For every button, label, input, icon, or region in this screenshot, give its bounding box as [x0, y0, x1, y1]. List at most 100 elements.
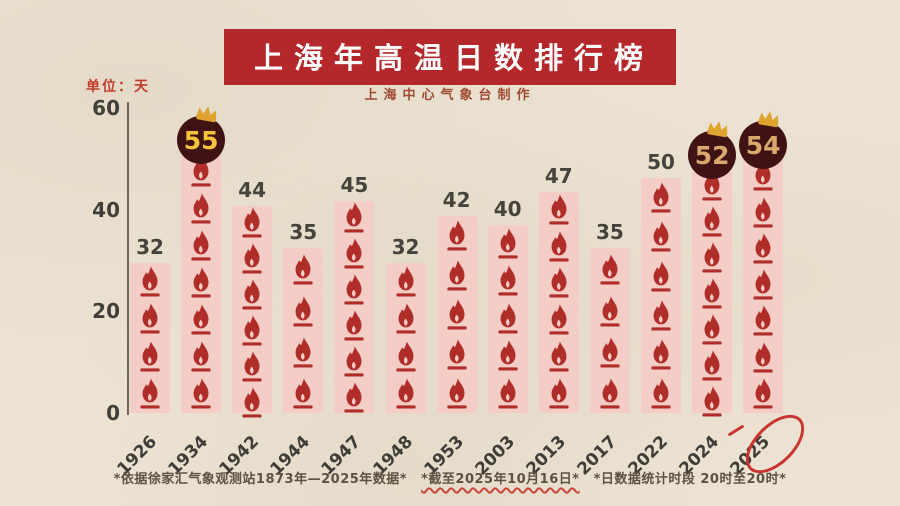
- flame-cell: [232, 386, 272, 422]
- footnote-cutoff-date: *截至2025年10月16日*: [421, 472, 580, 487]
- flame-cell: [641, 335, 681, 374]
- flame-cell: [386, 376, 426, 414]
- value-label-2022: 50: [647, 150, 675, 174]
- flame-cell: [232, 206, 272, 242]
- flame-icon: [344, 274, 365, 305]
- footnote: *依据徐家汇气象观测站1873年—2025年数据* *截至2025年10月16日*…: [0, 468, 900, 487]
- flame-icon: [498, 340, 518, 371]
- flame-cell: [590, 289, 630, 330]
- flame-icon: [395, 265, 416, 297]
- value-label-2013: 47: [544, 164, 573, 188]
- flame-icon: [395, 378, 416, 409]
- flame-cell: [334, 273, 374, 309]
- flame-cell: [743, 377, 783, 413]
- flame-cell: [232, 278, 272, 314]
- flame-cell: [283, 289, 323, 330]
- footnote-period: *日数据统计时段 20时至20时*: [593, 472, 787, 487]
- flame-cell: [181, 191, 221, 228]
- flame-icon: [600, 295, 620, 327]
- flame-icon: [446, 260, 467, 291]
- badge-value: 55: [183, 125, 219, 155]
- flame-cell: [641, 296, 681, 335]
- flame-icon: [242, 351, 262, 382]
- y-tick-label: 60: [92, 96, 120, 121]
- flame-cell: [334, 381, 374, 417]
- y-tick-label: 0: [106, 401, 120, 425]
- flame-cell: [692, 205, 732, 241]
- flame-cell: [334, 345, 374, 381]
- flame-icon: [395, 340, 416, 372]
- flame-icon: [446, 220, 467, 251]
- highlight-circle-tail: [727, 424, 745, 437]
- flame-icon: [651, 299, 671, 331]
- flame-icon: [293, 254, 313, 285]
- flame-icon: [446, 338, 467, 370]
- flame-cell: [539, 302, 579, 339]
- flame-cell: [334, 237, 374, 273]
- flame-icon: [140, 340, 160, 372]
- page-title: 上海年高温日数排行榜: [223, 29, 677, 85]
- flame-icon: [395, 303, 416, 334]
- flame-cell: [641, 217, 681, 256]
- value-label-1926: 32: [136, 235, 164, 259]
- flame-icon: [293, 337, 313, 368]
- flame-cell: [334, 309, 374, 345]
- flame-cell: [181, 228, 221, 265]
- flame-cell: [232, 242, 272, 278]
- flame-cell: [130, 263, 170, 301]
- flame-cell: [232, 314, 272, 350]
- flame-cell: [488, 300, 528, 338]
- flame-icon: [549, 304, 569, 335]
- flame-cell: [181, 339, 221, 376]
- flame-cell: [437, 374, 477, 413]
- flame-icon: [242, 315, 262, 346]
- flame-cell: [590, 372, 630, 413]
- flame-icon: [702, 242, 722, 273]
- flame-icon: [344, 382, 365, 413]
- flame-icon: [344, 202, 365, 233]
- bar-1926: [130, 263, 170, 413]
- flame-cell: [692, 277, 732, 313]
- flame-icon: [600, 337, 620, 368]
- flame-cell: [590, 331, 630, 372]
- flame-icon: [600, 378, 620, 409]
- flame-cell: [743, 340, 783, 376]
- flame-icon: [498, 227, 518, 259]
- flame-icon: [753, 233, 773, 264]
- flame-icon: [549, 341, 569, 372]
- bar-1934: [181, 154, 222, 413]
- bar-1953: [436, 216, 477, 413]
- value-label-1948: 32: [391, 235, 420, 259]
- flame-icon: [242, 279, 262, 310]
- flame-icon: [753, 378, 773, 409]
- flame-cell: [743, 195, 783, 231]
- value-label-2017: 35: [595, 220, 624, 244]
- flame-cell: [539, 192, 579, 229]
- flame-cell: [488, 338, 528, 376]
- flame-icon: [651, 378, 671, 409]
- flame-cell: [590, 248, 630, 289]
- flame-icon: [344, 346, 365, 377]
- unit-label: 单位：天: [86, 79, 150, 95]
- bar-2003: [487, 225, 528, 413]
- flame-cell: [488, 225, 528, 263]
- flame-cell: [437, 295, 477, 334]
- flame-icon: [549, 378, 569, 409]
- flame-icon: [446, 378, 467, 409]
- flame-icon: [600, 254, 620, 285]
- badge-value: 54: [745, 130, 781, 160]
- flame-cell: [437, 334, 477, 373]
- flame-cell: [386, 338, 426, 376]
- flame-icon: [753, 269, 773, 300]
- value-label-2003: 40: [493, 197, 522, 221]
- flame-icon: [651, 182, 671, 213]
- flame-icon: [549, 194, 569, 225]
- flame-icon: [549, 267, 569, 299]
- flame-cell: [539, 266, 579, 303]
- rank-badge-1934: 55: [177, 106, 226, 164]
- flame-icon: [702, 386, 722, 417]
- flame-cell: [692, 385, 732, 421]
- bar-1944: [283, 248, 324, 413]
- crown-icon: [758, 111, 779, 128]
